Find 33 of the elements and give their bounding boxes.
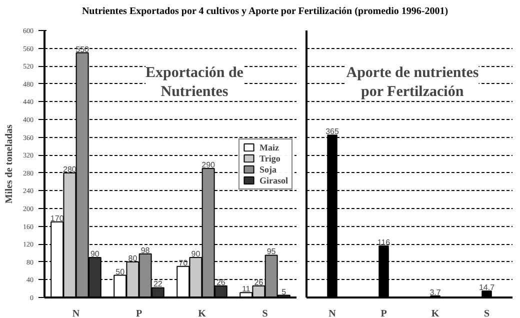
x-tick-label: P: [380, 308, 387, 318]
chart-title: Nutrientes Exportados por 4 cultivos y Aporte por Fertilización (promedio 1996-2001): [82, 5, 448, 19]
data-label: 98: [140, 246, 150, 255]
data-label: 14.7: [478, 282, 496, 292]
data-label: 50: [116, 267, 126, 276]
legend-label: Soja: [260, 164, 278, 174]
data-label: 90: [90, 249, 100, 258]
data-label: 90: [191, 249, 201, 258]
x-tick-label: K: [198, 308, 206, 318]
data-label: 550: [76, 44, 90, 54]
data-label: 280: [63, 164, 77, 174]
data-label: 80: [128, 254, 138, 263]
data-label: 5: [282, 287, 287, 296]
data-label: 365: [326, 127, 340, 136]
x-tick-label: N: [72, 308, 80, 318]
annotation: Aporte de nutrientes por Fertilzación: [346, 64, 479, 100]
legend-label: Trigo: [260, 153, 280, 163]
data-label: 290: [202, 160, 216, 170]
data-label: 3.7: [430, 288, 442, 297]
x-tick-label: N: [328, 308, 337, 318]
data-label: 22: [153, 280, 163, 289]
x-tick-label: P: [136, 308, 142, 318]
x-tick-label: K: [431, 308, 440, 318]
x-tick-label: S: [262, 308, 268, 318]
data-label: 11: [242, 284, 251, 294]
legend-label: Girasol: [260, 175, 288, 185]
x-tick-label: S: [484, 308, 490, 318]
legend-label: Maiz: [260, 142, 280, 152]
y-axis-title: Miles de toneladas: [4, 124, 15, 204]
data-label: 95: [266, 247, 276, 256]
annotation: Exportación de Nutrientes: [146, 64, 244, 100]
data-label: 26: [254, 278, 264, 287]
data-label: 26: [216, 278, 226, 287]
